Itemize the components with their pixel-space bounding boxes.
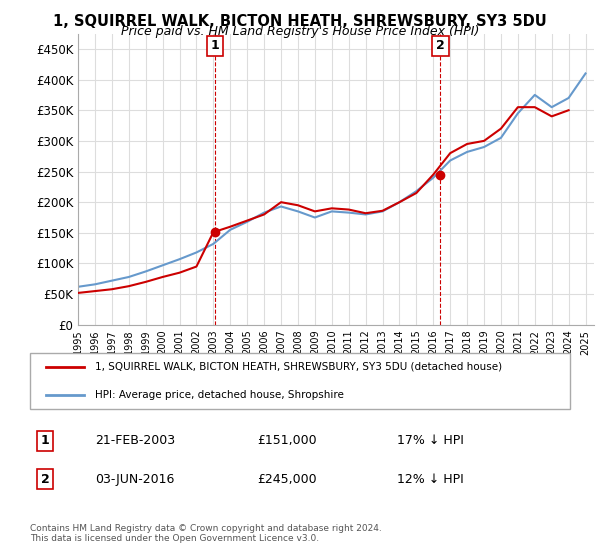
- Text: HPI: Average price, detached house, Shropshire: HPI: Average price, detached house, Shro…: [95, 390, 344, 400]
- Text: 1: 1: [41, 435, 50, 447]
- Text: 1, SQUIRREL WALK, BICTON HEATH, SHREWSBURY, SY3 5DU: 1, SQUIRREL WALK, BICTON HEATH, SHREWSBU…: [53, 14, 547, 29]
- Text: 1: 1: [211, 39, 220, 53]
- Text: 12% ↓ HPI: 12% ↓ HPI: [397, 473, 464, 486]
- Text: Contains HM Land Registry data © Crown copyright and database right 2024.
This d: Contains HM Land Registry data © Crown c…: [30, 524, 382, 543]
- Text: Price paid vs. HM Land Registry's House Price Index (HPI): Price paid vs. HM Land Registry's House …: [121, 25, 479, 38]
- Text: 17% ↓ HPI: 17% ↓ HPI: [397, 435, 464, 447]
- Text: 21-FEB-2003: 21-FEB-2003: [95, 435, 175, 447]
- Text: 2: 2: [436, 39, 445, 53]
- FancyBboxPatch shape: [30, 353, 570, 409]
- Text: 1, SQUIRREL WALK, BICTON HEATH, SHREWSBURY, SY3 5DU (detached house): 1, SQUIRREL WALK, BICTON HEATH, SHREWSBU…: [95, 362, 502, 372]
- Text: 03-JUN-2016: 03-JUN-2016: [95, 473, 174, 486]
- Text: 2: 2: [41, 473, 50, 486]
- Text: £245,000: £245,000: [257, 473, 316, 486]
- Text: £151,000: £151,000: [257, 435, 316, 447]
